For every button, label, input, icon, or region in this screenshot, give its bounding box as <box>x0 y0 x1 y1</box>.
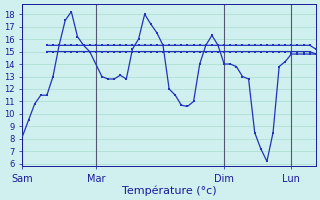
X-axis label: Température (°c): Température (°c) <box>122 185 216 196</box>
